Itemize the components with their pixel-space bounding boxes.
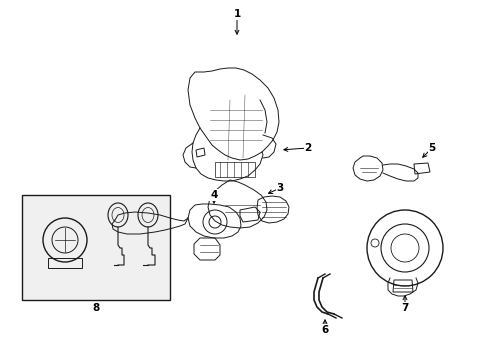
- Text: 6: 6: [321, 325, 328, 335]
- Text: 5: 5: [427, 143, 435, 153]
- Bar: [215, 162, 254, 177]
- Text: 2: 2: [304, 143, 311, 153]
- Text: 4: 4: [210, 190, 217, 200]
- Text: 3: 3: [276, 183, 283, 193]
- Text: 8: 8: [92, 303, 100, 313]
- Text: 1: 1: [233, 9, 240, 19]
- Text: 7: 7: [401, 303, 408, 313]
- Bar: [22, 195, 170, 300]
